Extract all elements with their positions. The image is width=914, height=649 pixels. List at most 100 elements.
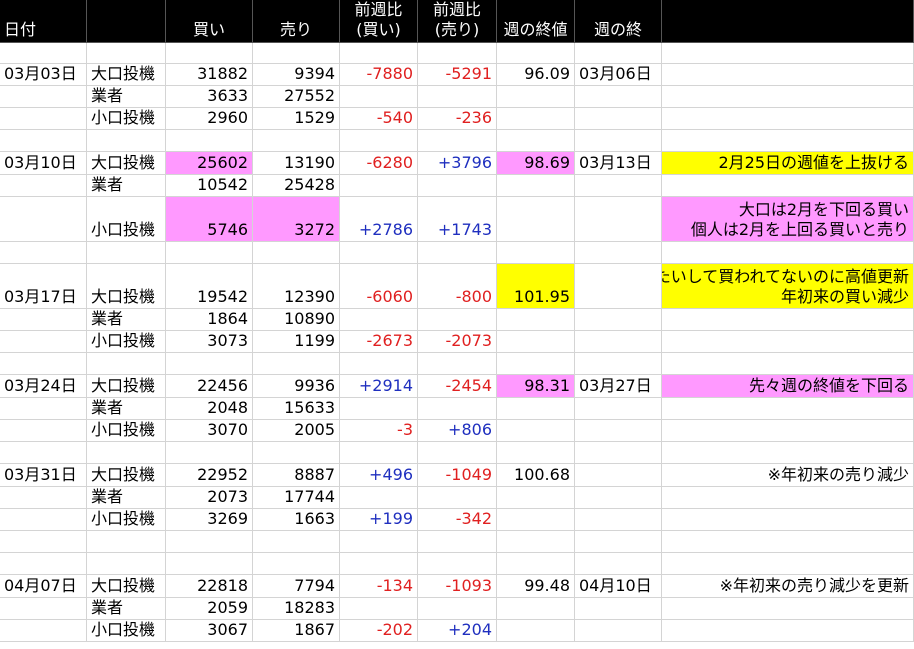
cell-buy-change[interactable] [340,86,418,108]
cell-sell-change[interactable] [418,531,497,553]
cell-week-close[interactable] [497,86,575,108]
cell-buy[interactable]: 2960 [166,108,253,130]
cell-buy-change[interactable] [340,43,418,64]
cell-sell[interactable] [253,531,340,553]
cell-type[interactable] [87,43,166,64]
cell-week-close[interactable] [497,309,575,331]
cell-week-end[interactable] [575,353,662,375]
cell-week-close[interactable] [497,43,575,64]
cell-date[interactable]: 03月10日 [0,152,87,175]
cell-buy-change[interactable] [340,598,418,620]
header-cell-buy-change[interactable]: 前週比 (買い) [340,0,418,43]
cell-note[interactable] [662,175,914,197]
cell-date[interactable] [0,130,87,152]
cell-week-close[interactable] [497,531,575,553]
cell-note[interactable] [662,531,914,553]
cell-buy[interactable] [166,353,253,375]
cell-buy-change[interactable] [340,487,418,509]
header-cell-note[interactable] [662,0,914,43]
cell-note[interactable] [662,353,914,375]
cell-buy[interactable]: 3633 [166,86,253,108]
cell-type[interactable] [87,242,166,264]
cell-date[interactable] [0,398,87,420]
cell-week-end[interactable] [575,309,662,331]
cell-note[interactable] [662,420,914,442]
cell-sell-change[interactable]: +1743 [418,197,497,242]
cell-sell-change[interactable]: -2073 [418,331,497,353]
cell-week-close[interactable] [497,553,575,575]
cell-buy[interactable]: 5746 [166,197,253,242]
cell-sell[interactable]: 7794 [253,575,340,598]
cell-type[interactable] [87,531,166,553]
cell-buy-change[interactable]: +199 [340,509,418,531]
cell-buy-change[interactable]: -6280 [340,152,418,175]
cell-type[interactable]: 業者 [87,398,166,420]
cell-date[interactable]: 03月17日 [0,264,87,309]
cell-date[interactable] [0,331,87,353]
cell-buy[interactable] [166,553,253,575]
cell-sell[interactable] [253,242,340,264]
cell-date[interactable] [0,197,87,242]
cell-type[interactable]: 大口投機 [87,152,166,175]
cell-sell[interactable]: 8887 [253,464,340,487]
cell-buy-change[interactable]: -6060 [340,264,418,309]
cell-week-end[interactable] [575,264,662,309]
cell-buy-change[interactable] [340,309,418,331]
cell-buy-change[interactable] [340,175,418,197]
cell-type[interactable] [87,353,166,375]
cell-note[interactable] [662,398,914,420]
cell-buy-change[interactable]: +496 [340,464,418,487]
cell-type[interactable] [87,553,166,575]
cell-date[interactable] [0,353,87,375]
cell-buy[interactable]: 25602 [166,152,253,175]
cell-sell-change[interactable] [418,43,497,64]
cell-buy-change[interactable]: -134 [340,575,418,598]
cell-week-end[interactable]: 04月10日 [575,575,662,598]
cell-date[interactable] [0,108,87,130]
cell-type[interactable]: 小口投機 [87,108,166,130]
cell-sell[interactable]: 1663 [253,509,340,531]
cell-sell[interactable]: 2005 [253,420,340,442]
cell-date[interactable] [0,620,87,642]
cell-sell-change[interactable]: -1049 [418,464,497,487]
cell-week-end[interactable] [575,108,662,130]
cell-date[interactable] [0,420,87,442]
cell-week-end[interactable] [575,487,662,509]
cell-date[interactable]: 03月03日 [0,64,87,86]
cell-note[interactable] [662,242,914,264]
cell-sell[interactable]: 1199 [253,331,340,353]
cell-date[interactable]: 04月07日 [0,575,87,598]
cell-buy-change[interactable] [340,398,418,420]
cell-buy[interactable] [166,442,253,464]
cell-sell-change[interactable] [418,487,497,509]
cell-sell-change[interactable]: -2454 [418,375,497,398]
cell-buy[interactable] [166,130,253,152]
cell-type[interactable]: 業者 [87,487,166,509]
cell-type[interactable]: 小口投機 [87,509,166,531]
header-cell-date[interactable]: 日付 [0,0,87,43]
cell-sell-change[interactable]: +806 [418,420,497,442]
cell-sell-change[interactable]: -800 [418,264,497,309]
header-cell-buy[interactable]: 買い [166,0,253,43]
cell-week-end[interactable] [575,175,662,197]
cell-sell-change[interactable] [418,175,497,197]
cell-date[interactable] [0,598,87,620]
cell-note[interactable] [662,442,914,464]
cell-note[interactable] [662,553,914,575]
cell-note[interactable]: ※年初来の売り減少を更新 [662,575,914,598]
cell-buy[interactable]: 2048 [166,398,253,420]
cell-type[interactable]: 大口投機 [87,575,166,598]
cell-week-end[interactable] [575,86,662,108]
cell-week-close[interactable]: 98.69 [497,152,575,175]
cell-note[interactable]: 2月25日の週値を上抜ける [662,152,914,175]
cell-week-close[interactable]: 101.95 [497,264,575,309]
cell-type[interactable]: 小口投機 [87,331,166,353]
cell-type[interactable]: 大口投機 [87,464,166,487]
cell-week-end[interactable] [575,130,662,152]
cell-note[interactable]: 大口は2月を下回る買い 個人は2月を上回る買いと売り [662,197,914,242]
cell-buy[interactable]: 19542 [166,264,253,309]
cell-week-end[interactable] [575,509,662,531]
cell-buy[interactable] [166,531,253,553]
cell-sell[interactable]: 25428 [253,175,340,197]
cell-week-close[interactable] [497,487,575,509]
